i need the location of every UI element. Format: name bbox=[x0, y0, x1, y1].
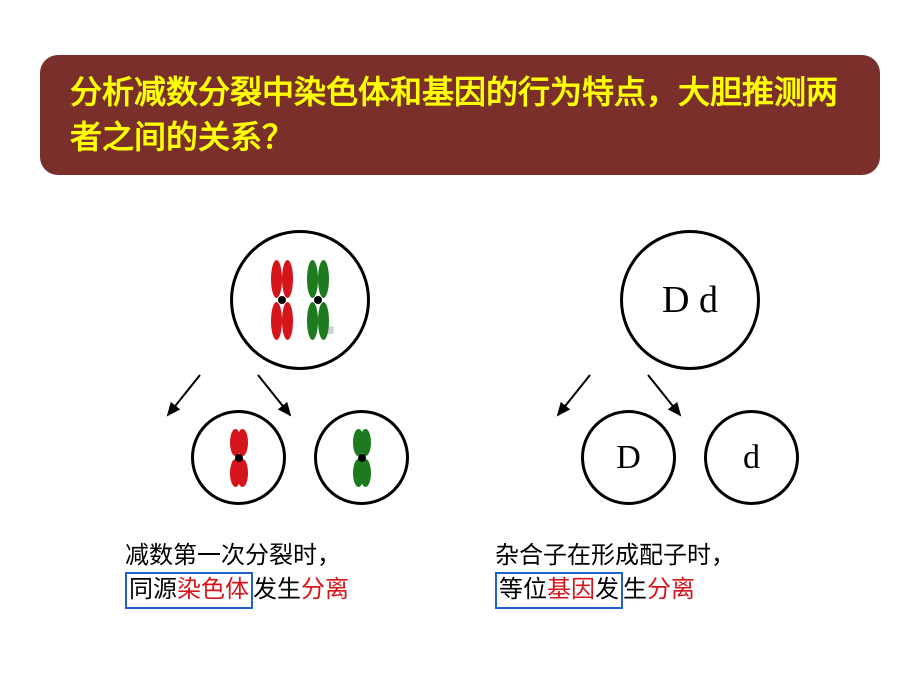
parent-cell bbox=[230, 230, 370, 370]
caption-line1: 减数第一次分裂时， bbox=[125, 543, 341, 569]
chromosome-diagram bbox=[130, 230, 470, 505]
green-chromosome bbox=[307, 260, 329, 340]
daughter-cell-right bbox=[314, 410, 409, 505]
daughter-cell-left bbox=[191, 410, 286, 505]
gene-diagram: D d D d bbox=[520, 230, 860, 505]
daughter-cells bbox=[130, 410, 470, 505]
gamete-cells: D d bbox=[520, 410, 860, 505]
green-chromosome bbox=[353, 429, 371, 487]
genotype-parent: D d bbox=[662, 278, 718, 322]
homologous-pair bbox=[271, 260, 329, 340]
gamete-label: D bbox=[616, 439, 641, 477]
gamete-label: d bbox=[743, 439, 760, 477]
right-caption: 杂合子在形成配子时， 等位基因发生分离 bbox=[495, 540, 815, 609]
left-caption: 减数第一次分裂时， 同源染色体发生分离 bbox=[125, 540, 425, 609]
boxed-term: 同源染色体 bbox=[125, 572, 253, 608]
centromere-icon bbox=[235, 454, 243, 462]
gamete-left: D bbox=[581, 410, 676, 505]
red-chromosome bbox=[271, 260, 293, 340]
centromere-icon bbox=[314, 296, 322, 304]
centromere-icon bbox=[358, 454, 366, 462]
title-text: 分析减数分裂中染色体和基因的行为特点，大胆推测两者之间的关系？ bbox=[70, 70, 850, 160]
title-box: 分析减数分裂中染色体和基因的行为特点，大胆推测两者之间的关系？ bbox=[40, 55, 880, 175]
boxed-term: 等位基因发 bbox=[495, 572, 623, 608]
caption-line1: 杂合子在形成配子时， bbox=[495, 543, 735, 569]
red-chromosome bbox=[230, 429, 248, 487]
centromere-icon bbox=[278, 296, 286, 304]
parent-genotype-cell: D d bbox=[620, 230, 760, 370]
gamete-right: d bbox=[704, 410, 799, 505]
